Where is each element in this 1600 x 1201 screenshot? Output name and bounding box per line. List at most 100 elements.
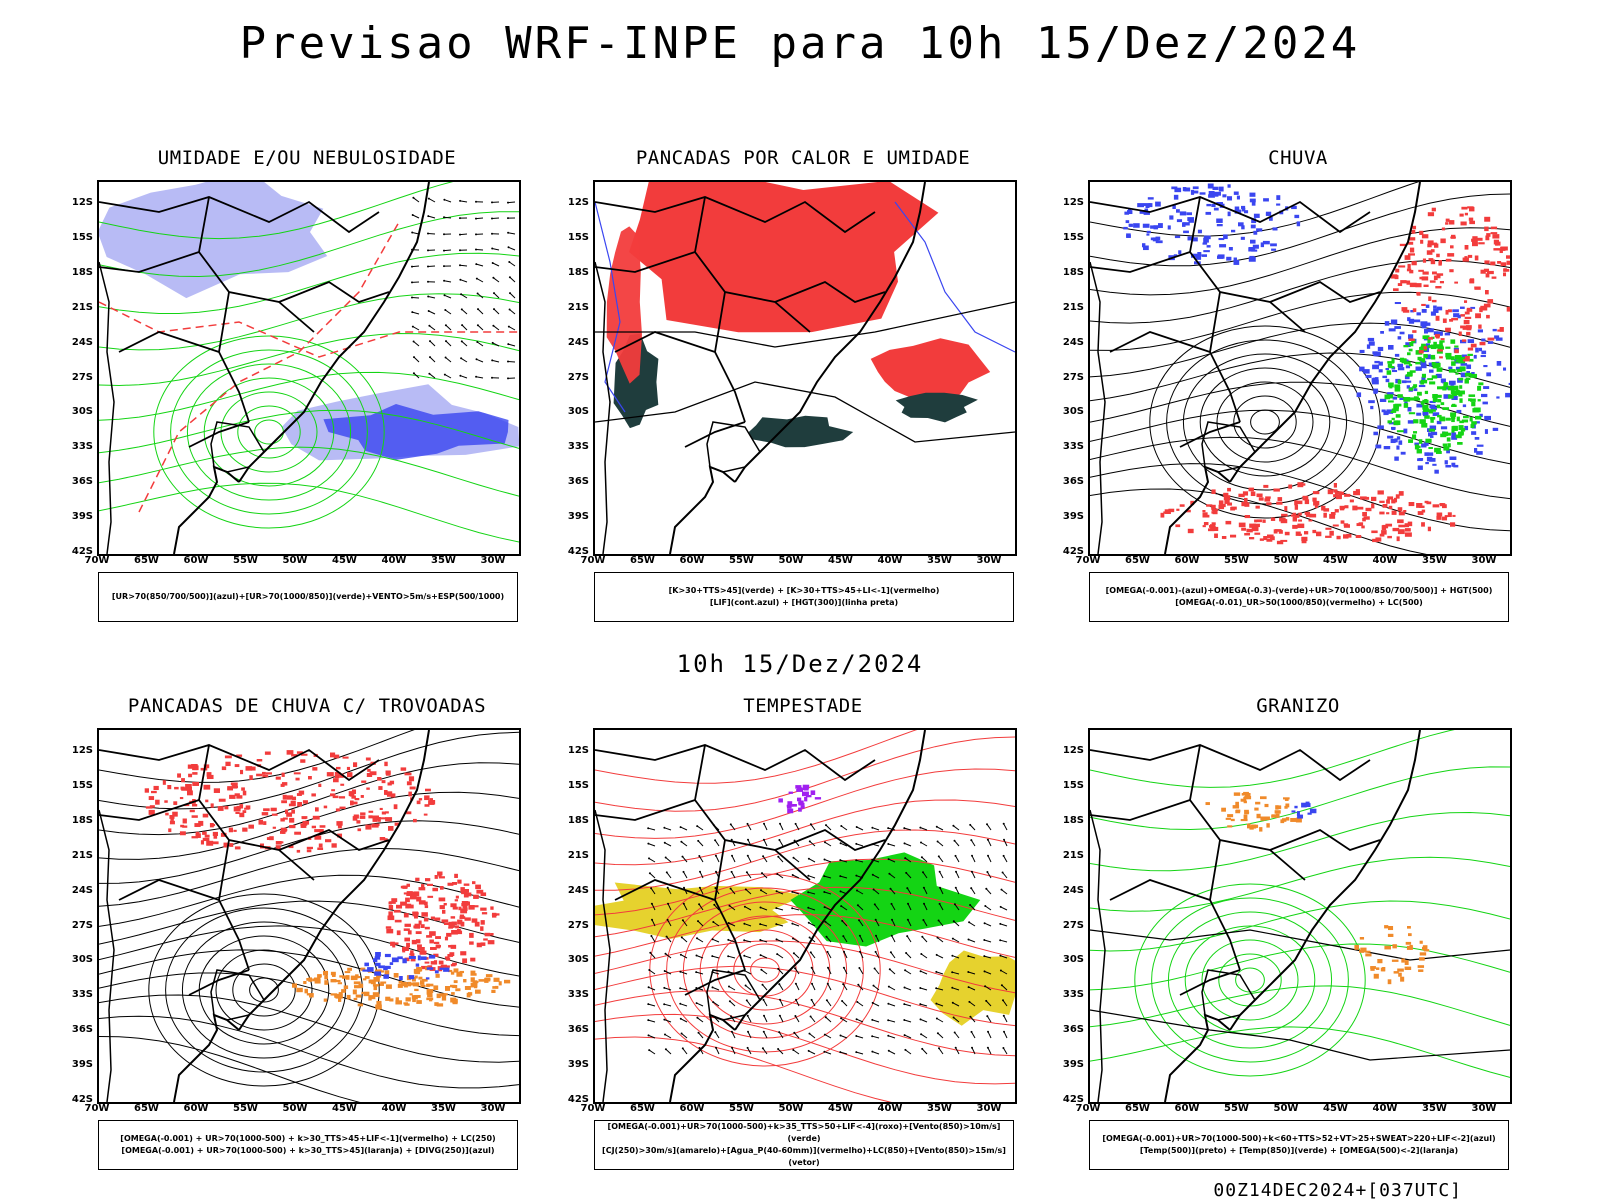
longitude-label: 65W: [1123, 1103, 1153, 1114]
map-svg: [99, 730, 519, 1102]
longitude-label: 55W: [1222, 555, 1252, 566]
latitude-label: 30S: [67, 406, 93, 417]
latitude-label: 30S: [67, 954, 93, 965]
panel-title: GRANIZO: [1078, 695, 1518, 717]
latitude-label: 27S: [67, 372, 93, 383]
jet-yellow-area: [931, 951, 1016, 1026]
latitude-label: 33S: [563, 989, 589, 1000]
latitude-label: 30S: [563, 406, 589, 417]
latitude-label: 21S: [563, 850, 589, 861]
latitude-label: 33S: [67, 989, 93, 1000]
map-panel: [1088, 728, 1512, 1104]
longitude-label: 65W: [628, 555, 658, 566]
legend-line: [OMEGA(-0.001)-(azul)+OMEGA(-0.3)-(verde…: [1106, 585, 1493, 597]
rain-blue-speckle: [1357, 302, 1510, 474]
longitude-label: 40W: [379, 1103, 409, 1114]
latitude-label: 36S: [563, 1024, 589, 1035]
longitude-label: 55W: [1222, 1103, 1252, 1114]
longitude-label: 35W: [925, 555, 955, 566]
map-svg: [99, 182, 519, 554]
longitude-label: 70W: [1073, 555, 1103, 566]
longitude-label: 40W: [379, 555, 409, 566]
thickness-red-dashed: [99, 302, 519, 357]
latitude-label: 24S: [1058, 885, 1084, 896]
longitude-label: 50W: [1271, 555, 1301, 566]
longitude-label: 65W: [628, 1103, 658, 1114]
latitude-label: 24S: [563, 885, 589, 896]
latitude-label: 12S: [1058, 197, 1084, 208]
longitude-label: 35W: [925, 1103, 955, 1114]
latitude-label: 21S: [1058, 302, 1084, 313]
latitude-label: 27S: [1058, 920, 1084, 931]
longitude-label: 55W: [727, 1103, 757, 1114]
latitude-label: 36S: [1058, 1024, 1084, 1035]
latitude-label: 39S: [67, 1059, 93, 1070]
longitude-label: 50W: [1271, 1103, 1301, 1114]
latitude-label: 27S: [563, 372, 589, 383]
latitude-label: 12S: [1058, 745, 1084, 756]
map-svg: [1090, 730, 1510, 1102]
longitude-label: 45W: [330, 555, 360, 566]
longitude-label: 50W: [280, 555, 310, 566]
legend-line: [UR>70(850/700/500)](azul)+[UR>70(1000/8…: [112, 591, 504, 603]
legend-line: [OMEGA(-0.001)+UR>70(1000-500)+k>35_TTS>…: [595, 1121, 1013, 1145]
latitude-label: 30S: [563, 954, 589, 965]
instability-darkgreen-area: [896, 393, 978, 423]
latitude-label: 12S: [563, 197, 589, 208]
map-svg: [595, 182, 1015, 554]
latitude-label: 15S: [563, 232, 589, 243]
legend-line: [K>30+TTS>45](verde) + [K>30+TTS>45+LI<-…: [669, 585, 940, 597]
longitude-label: 55W: [231, 1103, 261, 1114]
longitude-label: 70W: [82, 1103, 112, 1114]
longitude-label: 60W: [181, 1103, 211, 1114]
latitude-label: 39S: [1058, 511, 1084, 522]
map-coastline-borders: [99, 730, 429, 1102]
longitude-label: 60W: [1172, 555, 1202, 566]
latitude-label: 21S: [67, 302, 93, 313]
longitude-label: 50W: [280, 1103, 310, 1114]
longitude-label: 45W: [1321, 1103, 1351, 1114]
latitude-label: 21S: [563, 302, 589, 313]
latitude-label: 27S: [67, 920, 93, 931]
latitude-label: 24S: [563, 337, 589, 348]
latitude-label: 21S: [1058, 850, 1084, 861]
latitude-label: 15S: [1058, 780, 1084, 791]
latitude-label: 15S: [67, 780, 93, 791]
legend-box: [OMEGA(-0.001)+UR>70(1000-500)+k<60+TTS>…: [1089, 1120, 1509, 1170]
legend-box: [OMEGA(-0.001) + UR>70(1000-500) + k>30_…: [98, 1120, 518, 1170]
map-panel: [593, 180, 1017, 556]
longitude-label: 35W: [1420, 1103, 1450, 1114]
longitude-label: 45W: [826, 555, 856, 566]
latitude-label: 36S: [67, 1024, 93, 1035]
latitude-label: 27S: [563, 920, 589, 931]
latitude-label: 12S: [67, 745, 93, 756]
latitude-label: 15S: [563, 780, 589, 791]
legend-line: [LIF](cont.azul) + [HGT(300)](linha pret…: [710, 597, 898, 609]
latitude-label: 36S: [563, 476, 589, 487]
longitude-label: 45W: [330, 1103, 360, 1114]
legend-box: [OMEGA(-0.001)-(azul)+OMEGA(-0.3)-(verde…: [1089, 572, 1509, 622]
wind850-green-area: [790, 852, 980, 946]
legend-line: [OMEGA(-0.01)_UR>50(1000/850)(vermelho) …: [1175, 597, 1423, 609]
longitude-label: 50W: [776, 1103, 806, 1114]
longitude-label: 60W: [677, 1103, 707, 1114]
panel-title: PANCADAS DE CHUVA C/ TROVOADAS: [87, 695, 527, 717]
latitude-label: 18S: [1058, 267, 1084, 278]
latitude-label: 18S: [563, 815, 589, 826]
map-svg: [1090, 182, 1510, 554]
latitude-label: 33S: [1058, 989, 1084, 1000]
longitude-label: 40W: [875, 555, 905, 566]
legend-box: [UR>70(850/700/500)](azul)+[UR>70(1000/8…: [98, 572, 518, 622]
longitude-label: 45W: [1321, 555, 1351, 566]
latitude-label: 33S: [563, 441, 589, 452]
panel-title: CHUVA: [1078, 147, 1518, 169]
temp500-black-contour: [1090, 1010, 1510, 1060]
panel-title: TEMPESTADE: [583, 695, 1023, 717]
storm-red-speckle: [386, 872, 500, 972]
latitude-label: 18S: [563, 267, 589, 278]
latitude-label: 27S: [1058, 372, 1084, 383]
longitude-label: 40W: [1370, 1103, 1400, 1114]
legend-line: [OMEGA(-0.001) + UR>70(1000-500) + k>30_…: [121, 1145, 494, 1157]
legend-box: [OMEGA(-0.001)+UR>70(1000-500)+k>35_TTS>…: [594, 1120, 1014, 1170]
longitude-label: 65W: [132, 1103, 162, 1114]
